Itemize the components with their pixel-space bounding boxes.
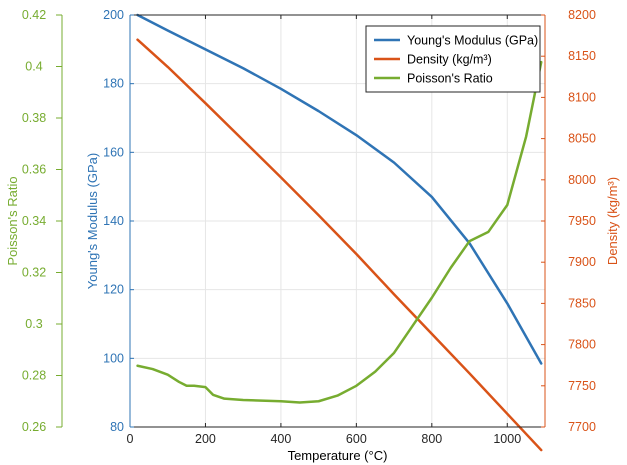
poisson-tick-label: 0.3 [25,317,42,331]
series-line-modulus [136,13,543,365]
axes-layer: 0 200 400 600 800 1000 Temperature (°C) 80 100 12… [5,8,620,463]
poisson-tick-label: 0.32 [22,266,46,280]
modulus-tick-label: 80 [110,420,124,434]
legend-label-modulus: Young's Modulus (GPa) [407,34,538,48]
legend-label-density: Density (kg/m³) [407,53,492,67]
series-line-poisson [136,60,543,404]
poisson-tick-label: 0.36 [22,163,46,177]
modulus-tick-label: 180 [103,77,124,91]
density-tick-label: 7700 [568,420,596,434]
density-tick-label: 7900 [568,255,596,269]
density-tick-label: 7950 [568,214,596,228]
poisson-tick-label: 0.28 [22,369,46,383]
x-axis-title: Temperature (°C) [288,448,388,463]
x-tick-label: 400 [270,432,291,446]
poisson-tick-label: 0.38 [22,111,46,125]
modulus-axis-title: Young's Modulus (GPa) [85,153,100,289]
x-tick-label: 0 [127,432,134,446]
poisson-tick-label: 0.26 [22,420,46,434]
x-tick-label: 600 [346,432,367,446]
legend: Young's Modulus (GPa) Density (kg/m³) Pois… [365,25,541,93]
poisson-axis-title: Poisson's Ratio [5,176,20,265]
legend-label-poisson: Poisson's Ratio [407,72,493,86]
x-tick-label: 800 [421,432,442,446]
density-tick-label: 8000 [568,173,596,187]
series-layer [136,13,543,452]
density-tick-label: 8050 [568,132,596,146]
poisson-tick-label: 0.42 [22,8,46,22]
density-axis-title: Density (kg/m³) [605,177,620,265]
modulus-tick-label: 160 [103,145,124,159]
density-tick-label: 7800 [568,338,596,352]
density-tick-label: 8200 [568,8,596,22]
density-tick-label: 7750 [568,379,596,393]
density-tick-label: 8100 [568,90,596,104]
modulus-tick-label: 140 [103,214,124,228]
density-tick-label: 8150 [568,49,596,63]
poisson-tick-label: 0.4 [25,60,42,74]
modulus-tick-label: 100 [103,351,124,365]
modulus-tick-label: 200 [103,8,124,22]
x-tick-label: 1000 [493,432,521,446]
series-line-density [136,38,543,452]
modulus-tick-label: 120 [103,283,124,297]
x-tick-label: 200 [195,432,216,446]
density-tick-label: 7850 [568,296,596,310]
poisson-tick-label: 0.34 [22,214,46,228]
